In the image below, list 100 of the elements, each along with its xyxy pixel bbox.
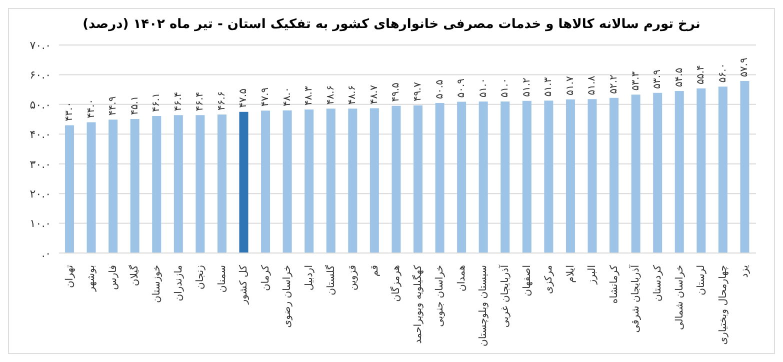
data-label: ۴۶.۱ [151, 92, 162, 112]
y-tick-label: ۶۰.۰ [30, 68, 51, 82]
data-label: ۵۱.۳ [543, 76, 554, 97]
data-label: ۴۷.۵ [238, 88, 250, 108]
data-label: ۵۶.۰ [717, 63, 728, 83]
bar [588, 99, 597, 253]
bar [348, 108, 358, 253]
x-tick-label: چهارمحال وبختیاری [718, 265, 729, 345]
x-tick-label: زنجان [195, 264, 206, 290]
data-label: ۵۱.۰ [500, 78, 511, 98]
y-tick-label: ۴۰.۰ [30, 128, 51, 142]
data-label: ۵۴.۵ [674, 68, 685, 88]
x-tick-label: تهران [64, 264, 76, 288]
data-label: ۴۸.۳ [304, 86, 315, 106]
bar [304, 109, 314, 253]
x-tick-label: آذربایجان غربی [498, 264, 512, 328]
bar [631, 94, 640, 253]
data-label: ۵۵.۴ [696, 65, 707, 84]
data-label: ۴۹.۷ [412, 81, 424, 102]
data-label: ۴۸.۶ [325, 85, 336, 105]
x-tick-label: خراسان جنوبی [434, 265, 446, 327]
x-tick-label: کهگیلویه وبویراحمد [412, 264, 424, 344]
y-tick-label: ۱۰.۰ [30, 217, 51, 230]
y-tick-label: ۷۰.۰ [30, 38, 51, 52]
x-tick-label: کرمان [260, 264, 272, 292]
x-tick-label: لرستان [696, 265, 708, 296]
bar [653, 92, 662, 253]
x-tick-label: فارس [108, 264, 119, 290]
x-tick-label: مرکزی [544, 265, 555, 294]
bar [239, 112, 248, 253]
bar [544, 100, 554, 253]
data-label: ۴۶.۴ [194, 92, 206, 112]
bar [174, 115, 183, 253]
data-label: ۴۴.۰ [86, 98, 97, 118]
data-label: ۴۸.۶ [347, 85, 358, 105]
x-tick-label: کل کشور [238, 264, 250, 306]
data-label: ۴۸.۰ [282, 87, 293, 106]
y-tick-label: .۰ [42, 246, 51, 260]
data-label: ۵۳.۳ [630, 70, 642, 91]
x-tick-label: هرمزگان [390, 265, 402, 302]
bar [370, 108, 379, 253]
x-tick-label: مازندران [173, 265, 184, 302]
bar [718, 86, 728, 253]
x-tick-label: اردبیل [304, 265, 315, 290]
x-tick-label: گلستان [324, 264, 337, 296]
y-tick-label: ۲۰.۰ [30, 187, 51, 200]
data-label: ۴۶.۶ [216, 91, 228, 111]
bar [478, 101, 488, 253]
bar [196, 115, 205, 253]
data-label: ۵۰.۹ [456, 78, 468, 98]
data-label: ۵۱.۷ [564, 75, 576, 96]
y-tick-label: ۵۰.۰ [30, 98, 51, 112]
bar [392, 106, 401, 253]
bar [566, 99, 575, 253]
x-tick-label: ایلام [565, 265, 576, 283]
data-label: ۵۱.۲ [521, 78, 532, 97]
bar [414, 105, 422, 253]
bar [522, 100, 532, 253]
bar [674, 91, 684, 253]
x-tick-label: سمنان [216, 265, 228, 293]
x-tick-label: خراسان شمالی [674, 265, 686, 330]
bar [65, 125, 74, 253]
data-label: ۵۱.۸ [586, 75, 598, 96]
data-label: ۴۶.۴ [172, 92, 184, 112]
bar [217, 114, 226, 253]
x-tick-label: گیلان [128, 264, 141, 286]
x-tick-label: قزوین [348, 264, 359, 291]
data-label: ۴۷.۹ [260, 87, 272, 107]
x-tick-label: کرمانشاه [608, 264, 620, 304]
data-label: ۴۸.۷ [368, 84, 380, 104]
data-label: ۵۳.۹ [652, 70, 664, 89]
bar [130, 118, 140, 253]
x-tick-label: اصفهان [522, 265, 533, 296]
x-tick-label: سیستان وبلوچستان [478, 265, 490, 347]
bar [740, 80, 750, 253]
data-label: ۵۰.۵ [434, 80, 446, 99]
x-tick-label: البرز [587, 265, 598, 286]
y-tick-label: ۳۰.۰ [30, 158, 51, 171]
x-tick-label: قم [369, 264, 380, 276]
x-tick-label: آذربایجان شرقی [628, 264, 642, 333]
bar [457, 102, 466, 253]
data-label: ۴۵.۱ [129, 96, 140, 115]
data-label: ۵۲.۲ [608, 74, 620, 94]
x-tick-label: یزد [740, 264, 751, 278]
bar [108, 120, 118, 253]
data-label: ۴۹.۵ [390, 82, 402, 102]
x-tick-label: همدان [456, 265, 468, 292]
bar [152, 116, 162, 253]
x-tick-label: خوزستان [152, 265, 163, 303]
bar [261, 110, 270, 253]
bar [610, 98, 619, 253]
x-tick-label: کردستان [652, 264, 664, 302]
bar [282, 110, 292, 253]
data-label: ۴۳.۰ [64, 102, 75, 122]
x-tick-label: خراسان رضوی [282, 265, 294, 328]
chart-title: نرخ تورم سالانه کالاها و خدمات مصرفی خانوارهای کشور به تفکیک استان - تیر ماه ۱۴۰۲ (درصد) [82, 16, 702, 34]
data-label: ۴۴.۹ [108, 96, 119, 116]
bar [500, 101, 510, 253]
bar [86, 122, 96, 253]
bar [435, 102, 444, 253]
